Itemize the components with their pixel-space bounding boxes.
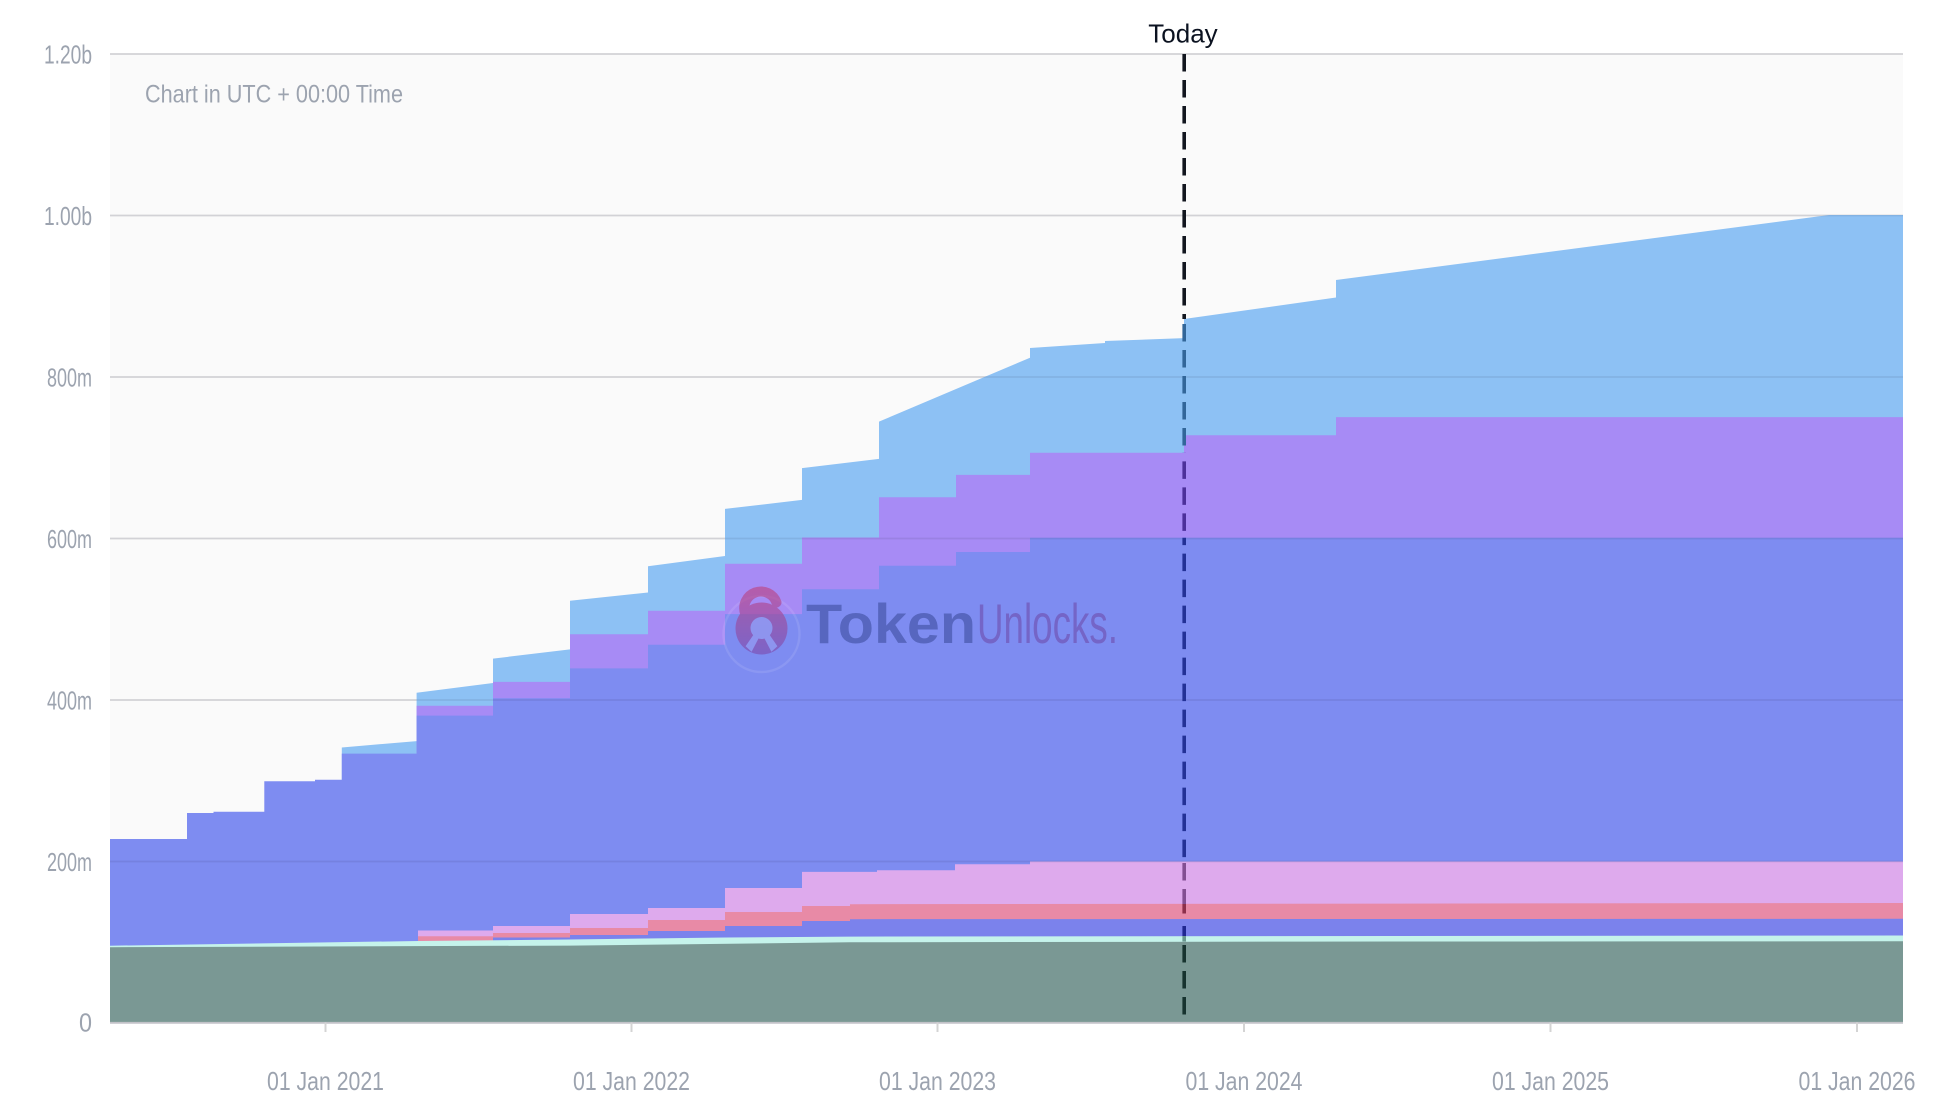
- svg-text:400m: 400m: [47, 686, 92, 716]
- svg-text:Chart in UTC + 00:00 Time: Chart in UTC + 00:00 Time: [145, 81, 403, 109]
- svg-text:01 Jan 2022: 01 Jan 2022: [573, 1066, 690, 1096]
- svg-text:01 Jan 2026: 01 Jan 2026: [1799, 1066, 1916, 1096]
- svg-text:600m: 600m: [47, 524, 92, 554]
- svg-text:Today: Today: [1148, 18, 1217, 48]
- svg-text:01 Jan 2021: 01 Jan 2021: [267, 1066, 384, 1096]
- svg-text:800m: 800m: [47, 363, 92, 393]
- svg-text:Unlocks.: Unlocks.: [977, 592, 1118, 655]
- svg-text:200m: 200m: [47, 847, 92, 877]
- svg-text:01 Jan 2023: 01 Jan 2023: [879, 1066, 996, 1096]
- svg-text:01 Jan 2024: 01 Jan 2024: [1186, 1066, 1303, 1096]
- svg-text:1.20b: 1.20b: [44, 40, 92, 70]
- svg-text:0: 0: [79, 1008, 92, 1038]
- svg-text:01 Jan 2025: 01 Jan 2025: [1492, 1066, 1609, 1096]
- svg-text:1.00b: 1.00b: [44, 201, 92, 231]
- svg-text:Token: Token: [806, 592, 976, 655]
